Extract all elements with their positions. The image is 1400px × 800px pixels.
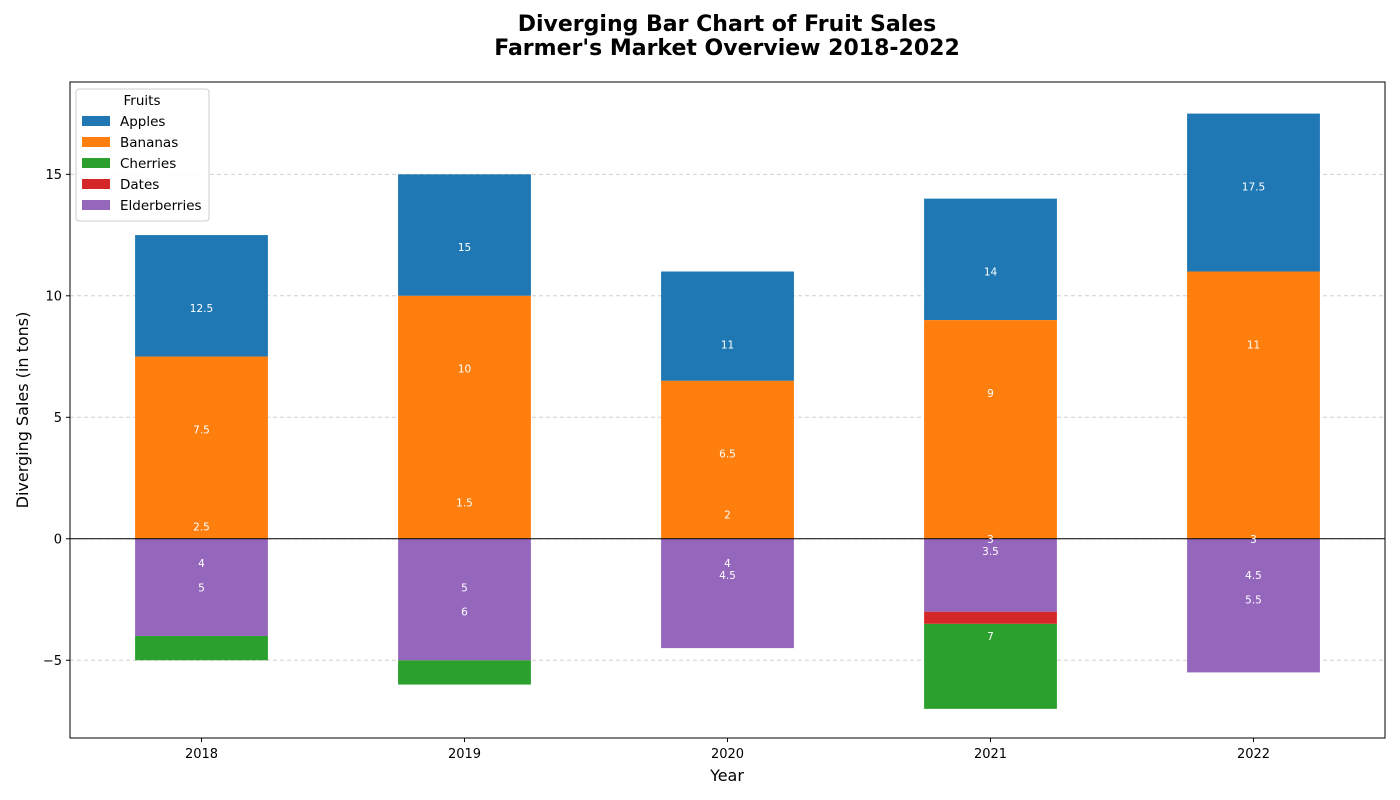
bar-dates-2021 bbox=[924, 611, 1057, 624]
y-axis-label: Diverging Sales (in tons) bbox=[13, 312, 32, 509]
data-labels: 12.57.52.54515101.556116.5244.514933.571… bbox=[190, 181, 1265, 642]
data-label: 5.5 bbox=[1245, 595, 1262, 607]
bar-bananas-2019 bbox=[398, 295, 531, 539]
legend-label-bananas: Bananas bbox=[120, 135, 178, 151]
legend-swatch-apples bbox=[82, 116, 110, 126]
x-tick-label-2018: 2018 bbox=[185, 747, 218, 762]
data-label: 4 bbox=[198, 558, 205, 570]
legend-swatch-bananas bbox=[82, 137, 110, 147]
x-axis-ticks: 2018 2019 2020 2021 2022 bbox=[185, 738, 1270, 762]
data-label: 3.5 bbox=[982, 546, 999, 558]
data-label: 3 bbox=[987, 534, 994, 546]
legend-label-elderberries: Elderberries bbox=[120, 198, 202, 214]
x-tick-label-2019: 2019 bbox=[448, 747, 481, 762]
bar-apples-2019 bbox=[398, 174, 531, 296]
x-tick-label-2022: 2022 bbox=[1237, 747, 1270, 762]
data-label: 4.5 bbox=[1245, 570, 1262, 582]
legend-label-dates: Dates bbox=[120, 177, 159, 193]
bar-bananas-2020 bbox=[661, 380, 794, 539]
bar-bananas-2018 bbox=[135, 356, 268, 539]
legend-label-cherries: Cherries bbox=[120, 156, 176, 172]
data-label: 2.5 bbox=[193, 522, 210, 534]
data-label: 11 bbox=[1247, 339, 1260, 351]
data-label: 5 bbox=[198, 582, 205, 594]
data-label: 17.5 bbox=[1242, 181, 1265, 193]
bar-elderberries-2020 bbox=[661, 538, 794, 649]
data-label: 10 bbox=[458, 364, 471, 376]
data-label: 9 bbox=[987, 388, 994, 400]
y-tick-label: 15 bbox=[45, 168, 62, 183]
bar-elderberries-2019 bbox=[398, 538, 531, 661]
chart-subtitle: Farmer's Market Overview 2018-2022 bbox=[494, 36, 960, 61]
bar-cherries-2019 bbox=[398, 660, 531, 685]
x-axis-label: Year bbox=[709, 766, 744, 785]
data-label: 12.5 bbox=[190, 303, 213, 315]
bar-apples-2020 bbox=[661, 271, 794, 381]
bar-apples-2021 bbox=[924, 198, 1057, 321]
data-label: 4 bbox=[724, 558, 731, 570]
x-tick-label-2020: 2020 bbox=[711, 747, 744, 762]
data-label: 1.5 bbox=[456, 497, 473, 509]
data-label: 7 bbox=[987, 631, 994, 643]
legend-swatch-cherries bbox=[82, 158, 110, 168]
bar-bananas-2022 bbox=[1187, 271, 1320, 539]
y-axis-ticks: −5 0 5 10 15 bbox=[43, 168, 70, 669]
data-label: 3 bbox=[1250, 534, 1257, 546]
data-label: 6 bbox=[461, 607, 468, 619]
x-tick-label-2021: 2021 bbox=[974, 747, 1007, 762]
data-label: 11 bbox=[721, 339, 734, 351]
data-label: 14 bbox=[984, 267, 998, 279]
bar-cherries-2021 bbox=[924, 623, 1057, 709]
y-tick-label: 0 bbox=[54, 532, 62, 547]
bar-elderberries-2018 bbox=[135, 538, 268, 636]
y-tick-label: 5 bbox=[54, 411, 62, 426]
legend: Fruits Apples Bananas Cherries Dates Elderbe… bbox=[75, 88, 210, 222]
data-label: 5 bbox=[461, 582, 468, 594]
bar-elderberries-2021 bbox=[924, 538, 1057, 612]
bar-cherries-2018 bbox=[135, 635, 268, 661]
legend-label-apples: Apples bbox=[120, 114, 165, 130]
y-tick-label: 10 bbox=[45, 289, 62, 304]
data-label: 15 bbox=[458, 242, 471, 254]
bar-apples-2018 bbox=[135, 235, 268, 357]
data-label: 7.5 bbox=[193, 424, 210, 436]
y-tick-label: −5 bbox=[43, 654, 62, 669]
data-label: 6.5 bbox=[719, 449, 736, 461]
legend-swatch-dates bbox=[82, 179, 110, 189]
chart-title: Diverging Bar Chart of Fruit Sales bbox=[518, 12, 937, 37]
legend-swatch-elderberries bbox=[82, 200, 110, 210]
bar-bananas-2021 bbox=[924, 320, 1057, 539]
bar-apples-2022 bbox=[1187, 113, 1320, 272]
bar-elderberries-2022 bbox=[1187, 538, 1320, 673]
data-label: 4.5 bbox=[719, 570, 736, 582]
legend-title: Fruits bbox=[124, 93, 161, 109]
data-label: 2 bbox=[724, 509, 731, 521]
bars bbox=[135, 113, 1320, 709]
